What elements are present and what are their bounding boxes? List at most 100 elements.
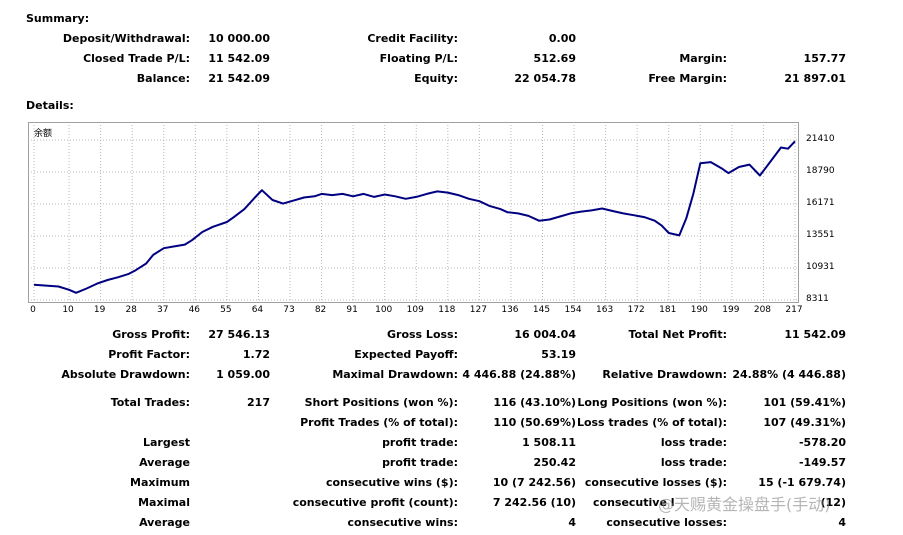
y-tick-label: 13551 [806, 229, 835, 240]
maximal-consecutive-loss-label: consecutive l [593, 496, 675, 509]
maximal-consecutive-loss-value: (12) [820, 496, 846, 509]
maximal-drawdown-value: 4 446.88 (24.88%) [462, 368, 576, 381]
x-tick-label: 136 [501, 305, 519, 315]
long-positions-label: Long Positions (won %): [577, 396, 727, 409]
maximal-consecutive-profit-label: consecutive profit (count): [292, 496, 458, 509]
details-title: Details: [26, 99, 74, 112]
gross-loss-label: Gross Loss: [387, 328, 458, 341]
max-consecutive-wins-value: 10 (7 242.56) [492, 476, 576, 489]
absolute-drawdown-label: Absolute Drawdown: [61, 368, 190, 381]
total-trades-label: Total Trades: [110, 396, 190, 409]
avg-consecutive-wins-value: 4 [568, 516, 576, 529]
margin-label: Margin: [679, 52, 727, 65]
x-tick-label: 46 [188, 305, 201, 315]
y-tick-label: 21410 [806, 134, 835, 144]
x-tick-label: 118 [438, 305, 456, 315]
x-tick-label: 64 [251, 305, 264, 315]
largest-label: Largest [143, 436, 190, 449]
relative-drawdown-label: Relative Drawdown: [602, 368, 727, 381]
equity-label: Equity: [414, 72, 458, 85]
x-tick-label: 127 [469, 305, 487, 315]
y-tick-label: 18790 [806, 166, 835, 176]
gross-loss-value: 16 004.04 [514, 328, 576, 341]
chart-corner-label: 余额 [34, 129, 53, 139]
loss-trades-label: Loss trades (% of total): [576, 416, 727, 429]
x-tick-label: 91 [346, 305, 358, 315]
gross-profit-value: 27 546.13 [208, 328, 270, 341]
maximum-label: Maximum [130, 476, 190, 489]
x-tick-label: 73 [283, 305, 295, 315]
x-tick-label: 28 [125, 305, 137, 315]
free-margin-label: Free Margin: [648, 72, 727, 85]
gross-profit-label: Gross Profit: [112, 328, 190, 341]
profit-factor-value: 1.72 [242, 348, 270, 361]
closed-trade-label: Closed Trade P/L: [83, 52, 190, 65]
short-positions-value: 116 (43.10%) [493, 396, 576, 409]
average-profit-label: profit trade: [382, 456, 458, 469]
max-consecutive-losses-label: consecutive losses ($): [584, 476, 727, 489]
average-loss-value: -149.57 [798, 456, 846, 469]
max-consecutive-losses-value: 15 (-1 679.74) [758, 476, 846, 489]
net-profit-value: 11 542.09 [784, 328, 846, 341]
x-tick-label: 10 [62, 305, 74, 315]
x-tick-label: 100 [375, 305, 393, 315]
average-label: Average [139, 456, 190, 469]
watermark: @天赐黄金操盘手(手动) [658, 495, 831, 514]
x-tick-label: 181 [659, 305, 677, 315]
average-loss-label: loss trade: [660, 456, 727, 469]
max-consecutive-wins-label: consecutive wins ($): [325, 476, 458, 489]
x-tick-label: 145 [532, 305, 551, 315]
average-consecutive-label: Average [139, 516, 190, 529]
avg-consecutive-losses-label: consecutive losses: [606, 516, 727, 529]
margin-value: 157.77 [803, 52, 846, 65]
x-tick-label: 109 [406, 305, 424, 315]
x-tick-label: 19 [93, 305, 106, 315]
maximal-consecutive-profit-value: 7 242.56 (10) [492, 496, 576, 509]
y-tick-label: 8311 [806, 294, 829, 304]
short-positions-label: Short Positions (won %): [304, 396, 458, 409]
balance-chart-svg [31, 125, 797, 301]
balance-label: Balance: [136, 72, 190, 85]
long-positions-value: 101 (59.41%) [763, 396, 846, 409]
x-tick-label: 199 [722, 305, 740, 315]
floating-label: Floating P/L: [379, 52, 458, 65]
summary-title: Summary: [26, 12, 90, 25]
free-margin-value: 21 897.01 [784, 72, 846, 85]
floating-value: 512.69 [533, 52, 576, 65]
balance-chart [28, 122, 799, 303]
largest-loss-label: loss trade: [660, 436, 727, 449]
maximal-label: Maximal [138, 496, 190, 509]
x-tick-label: 37 [157, 305, 169, 315]
credit-value: 0.00 [548, 32, 576, 45]
profit-trades-value: 110 (50.69%) [493, 416, 576, 429]
absolute-drawdown-value: 1 059.00 [216, 368, 270, 381]
total-trades-value: 217 [247, 396, 270, 409]
x-tick-label: 208 [753, 305, 772, 315]
balance-value: 21 542.09 [208, 72, 270, 85]
x-tick-label: 190 [690, 305, 708, 315]
loss-trades-value: 107 (49.31%) [763, 416, 846, 429]
deposit-label: Deposit/Withdrawal: [62, 32, 190, 45]
avg-consecutive-wins-label: consecutive wins: [347, 516, 458, 529]
x-tick-label: 163 [596, 305, 614, 315]
profit-trades-label: Profit Trades (% of total): [300, 416, 458, 429]
net-profit-label: Total Net Profit: [628, 328, 728, 341]
x-tick-label: 154 [564, 305, 582, 315]
deposit-value: 10 000.00 [208, 32, 270, 45]
y-tick-label: 16171 [806, 197, 835, 208]
expected-payoff-value: 53.19 [541, 348, 576, 361]
largest-profit-label: profit trade: [382, 436, 458, 449]
largest-profit-value: 1 508.11 [522, 436, 576, 449]
expected-payoff-label: Expected Payoff: [354, 348, 458, 361]
x-tick-label: 217 [785, 305, 803, 315]
avg-consecutive-losses-value: 4 [838, 516, 846, 529]
equity-value: 22 054.78 [514, 72, 576, 85]
profit-factor-label: Profit Factor: [108, 348, 190, 361]
maximal-drawdown-label: Maximal Drawdown: [332, 368, 458, 381]
largest-loss-value: -578.20 [798, 436, 846, 449]
x-tick-label: 82 [314, 305, 327, 315]
x-tick-label: 55 [220, 305, 232, 315]
x-tick-label: 172 [627, 305, 645, 315]
average-profit-value: 250.42 [533, 456, 576, 469]
credit-label: Credit Facility: [367, 32, 458, 45]
